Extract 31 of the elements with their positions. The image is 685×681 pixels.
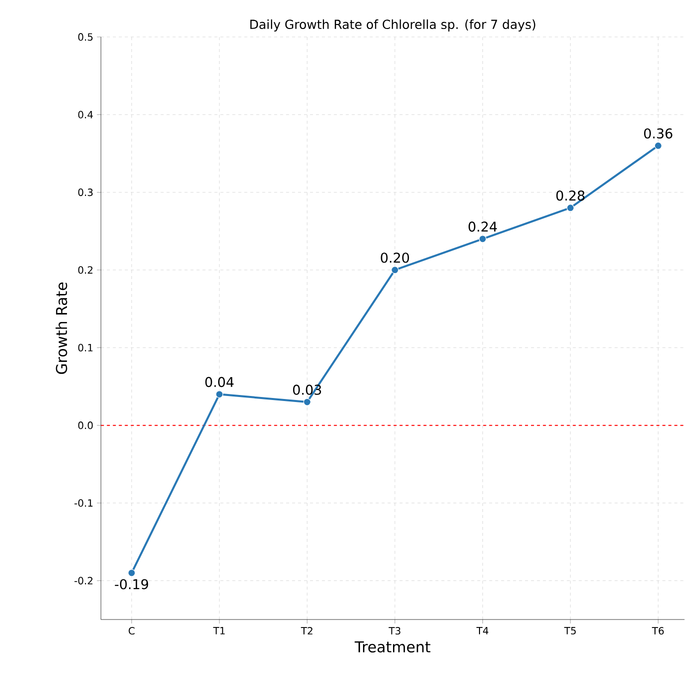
x-tick-label: T6 xyxy=(652,626,664,634)
point xyxy=(566,204,574,212)
x-tick-label: T3 xyxy=(388,626,400,634)
x-tick-label: T2 xyxy=(300,626,312,634)
y-tick-label: 0.4 xyxy=(78,110,93,118)
y-tick-label: -0.1 xyxy=(74,498,92,507)
x-tick-label: C xyxy=(128,626,135,634)
y-tick-label: 0.5 xyxy=(78,32,93,40)
x-tick-label: T1 xyxy=(213,626,225,634)
data-label: 0.28 xyxy=(556,190,584,200)
data-label: -0.19 xyxy=(114,578,148,590)
data-label: 0.24 xyxy=(468,221,497,232)
y-tick-label: 0.3 xyxy=(78,188,93,196)
point xyxy=(654,142,662,150)
data-label: 0.04 xyxy=(205,376,234,387)
chart-title: Daily Growth Rate of Chlorella sp. (for 7 days) xyxy=(250,19,536,32)
data-label: 0.20 xyxy=(380,252,409,263)
x-tick-label: T4 xyxy=(476,626,488,634)
data-label: 0.36 xyxy=(644,128,672,138)
x-axis-title: Treatment xyxy=(354,641,430,652)
x-tick-label: T5 xyxy=(564,626,576,634)
y-tick-label: 0.2 xyxy=(78,266,92,274)
point xyxy=(478,234,486,242)
y-axis-title: Growth Rate xyxy=(56,282,68,374)
point xyxy=(303,398,311,406)
point xyxy=(216,390,224,398)
y-tick-label: -0.2 xyxy=(74,576,92,584)
point xyxy=(128,568,136,576)
y-tick-label: 0.1 xyxy=(78,344,92,352)
point xyxy=(391,266,399,274)
y-tick-label: 0.0 xyxy=(78,421,93,429)
